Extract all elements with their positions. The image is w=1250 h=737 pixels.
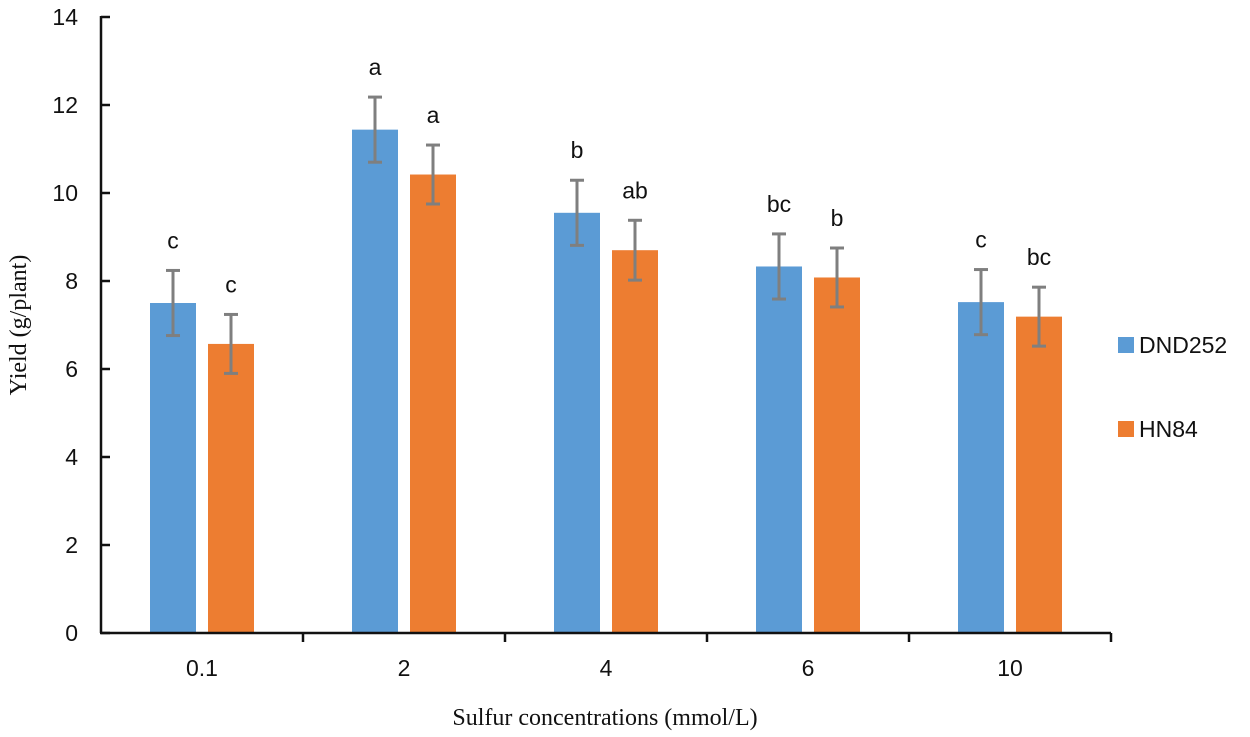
bar-dnd252 <box>352 129 398 633</box>
y-tick-label: 14 <box>52 4 78 30</box>
bar-dnd252 <box>958 302 1004 633</box>
x-tick-label: 6 <box>802 655 815 681</box>
y-tick-label: 0 <box>65 620 78 646</box>
significance-letter: a <box>369 54 382 80</box>
x-tick-label: 2 <box>398 655 411 681</box>
y-tick-label: 6 <box>65 356 78 382</box>
significance-letter: bc <box>767 191 791 217</box>
x-tick-label: 0.1 <box>186 655 218 681</box>
bar-dnd252 <box>756 266 802 633</box>
bar-hn84 <box>1016 316 1062 633</box>
significance-letter: ab <box>622 177 648 203</box>
bar-hn84 <box>814 277 860 633</box>
significance-letter: b <box>571 137 584 163</box>
bar-dnd252 <box>150 303 196 633</box>
y-tick-label: 10 <box>52 180 78 206</box>
x-axis-label: Sulfur concentrations (mmol/L) <box>452 705 757 731</box>
legend-label: DND252 <box>1139 332 1227 358</box>
y-tick-label: 12 <box>52 92 78 118</box>
y-tick-label: 2 <box>65 532 78 558</box>
legend: DND252 HN84 <box>1118 332 1227 442</box>
significance-letter: b <box>831 205 844 231</box>
bar-hn84 <box>208 343 254 633</box>
legend-swatch-dnd252 <box>1118 337 1134 353</box>
legend-swatch-hn84 <box>1118 421 1134 437</box>
y-tick-label: 8 <box>65 268 78 294</box>
significance-letter: bc <box>1027 244 1051 270</box>
y-axis-label: Yield (g/plant) <box>6 255 32 396</box>
bar-hn84 <box>410 174 456 633</box>
x-tick-label: 4 <box>600 655 613 681</box>
significance-letter: c <box>975 227 987 253</box>
bar-dnd252 <box>554 212 600 634</box>
x-tick-label: 10 <box>997 655 1023 681</box>
significance-letter: a <box>427 102 440 128</box>
axes-layer: 0 2 4 6 8 10 12 14 0.1 2 4 6 10 <box>52 4 1113 681</box>
significance-letter: c <box>225 271 237 297</box>
bar-hn84 <box>612 250 658 633</box>
significance-letter: c <box>167 227 179 253</box>
y-tick-label: 4 <box>65 444 78 470</box>
legend-label: HN84 <box>1139 416 1198 442</box>
